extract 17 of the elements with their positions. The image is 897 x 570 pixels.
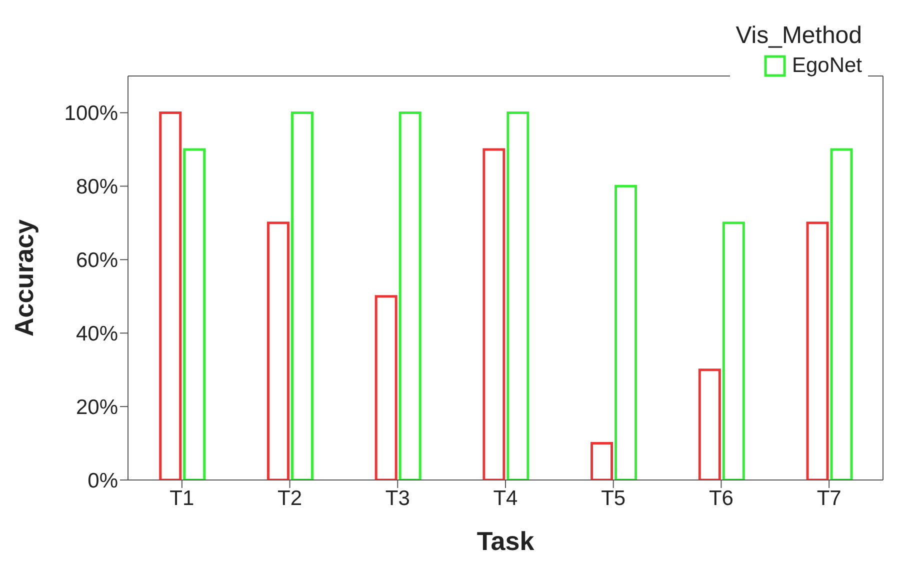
x-tick-label: T3 bbox=[385, 486, 410, 510]
legend-title: Vis_Method bbox=[736, 22, 862, 50]
x-tick-label: T7 bbox=[816, 486, 842, 510]
x-tick-label: T2 bbox=[278, 486, 302, 510]
y-tick-label: 40% bbox=[76, 322, 118, 346]
x-tick-label: T1 bbox=[170, 486, 194, 510]
y-tick-label: 60% bbox=[76, 249, 118, 272]
x-tick-label: T5 bbox=[601, 486, 626, 510]
legend-label: EgoNet bbox=[792, 54, 862, 78]
x-tick-label: T6 bbox=[708, 486, 734, 510]
y-tick-label: 20% bbox=[76, 396, 118, 419]
y-tick-label: 0% bbox=[88, 469, 118, 492]
x-tick-label: T4 bbox=[493, 486, 518, 510]
y-tick-label: 100% bbox=[64, 102, 118, 126]
y-axis-title: Accuracy bbox=[9, 218, 40, 337]
y-tick-label: 80% bbox=[76, 176, 118, 199]
x-axis-title: Task bbox=[476, 526, 535, 556]
